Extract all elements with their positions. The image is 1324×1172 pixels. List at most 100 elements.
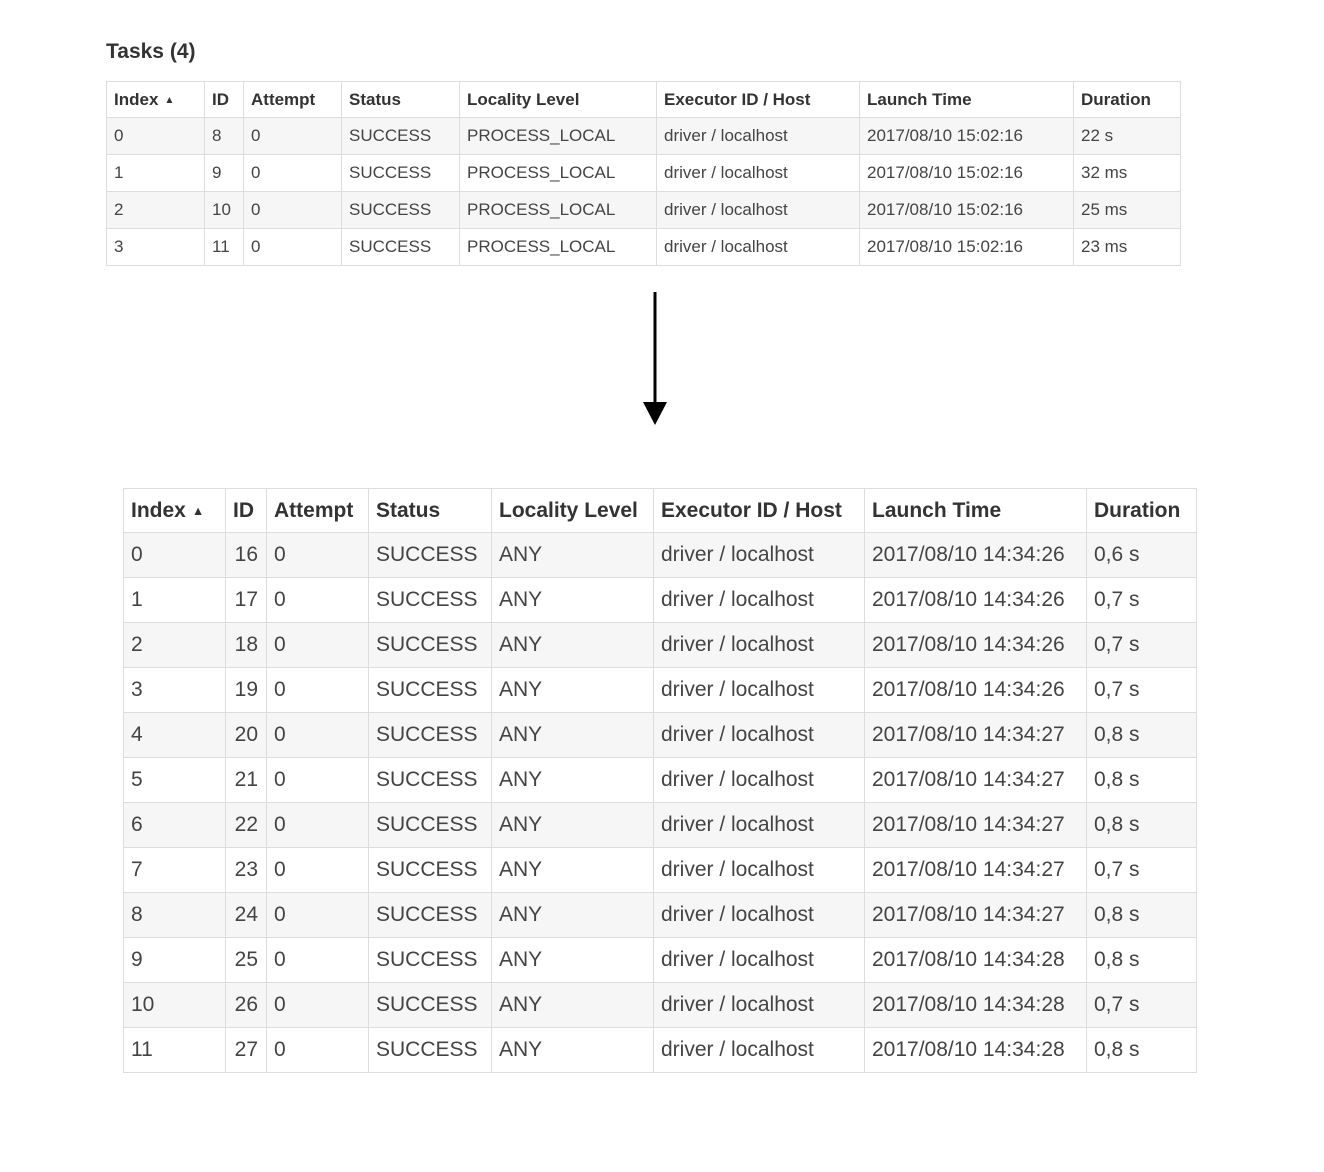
cell-attempt: 0 <box>243 154 342 192</box>
cell-launch-time: 2017/08/10 15:02:16 <box>859 191 1074 229</box>
cell-index: 2 <box>123 622 226 668</box>
cell-id: 18 <box>225 622 267 668</box>
cell-launch-time: 2017/08/10 14:34:26 <box>864 622 1087 668</box>
cell-executor-host: driver / localhost <box>653 847 865 893</box>
cell-index: 8 <box>123 892 226 938</box>
cell-launch-time: 2017/08/10 14:34:28 <box>864 982 1087 1028</box>
cell-id: 10 <box>204 191 244 229</box>
cell-executor-host: driver / localhost <box>653 712 865 758</box>
cell-executor-host: driver / localhost <box>656 154 860 192</box>
cell-duration: 0,8 s <box>1086 802 1197 848</box>
cell-executor-host: driver / localhost <box>656 117 860 155</box>
cell-duration: 0,8 s <box>1086 1027 1197 1073</box>
cell-duration: 0,8 s <box>1086 892 1197 938</box>
table-row: 2 18 0 SUCCESS ANY driver / localhost 2017/08/… <box>123 622 1197 668</box>
cell-status: SUCCESS <box>341 191 460 229</box>
cell-attempt: 0 <box>266 712 369 758</box>
cell-status: SUCCESS <box>341 154 460 192</box>
tasks-table-top: Index ▲ ID Attempt Status Locality Level … <box>106 81 1181 266</box>
cell-status: SUCCESS <box>368 577 492 623</box>
cell-attempt: 0 <box>266 847 369 893</box>
cell-launch-time: 2017/08/10 14:34:27 <box>864 757 1087 803</box>
cell-locality-level: ANY <box>491 892 654 938</box>
cell-locality-level: ANY <box>491 982 654 1028</box>
cell-status: SUCCESS <box>368 712 492 758</box>
column-header-executor-host[interactable]: Executor ID / Host <box>653 488 865 533</box>
cell-id: 17 <box>225 577 267 623</box>
column-header-locality-level[interactable]: Locality Level <box>459 81 657 118</box>
cell-status: SUCCESS <box>368 532 492 578</box>
cell-status: SUCCESS <box>368 847 492 893</box>
column-header-executor-host[interactable]: Executor ID / Host <box>656 81 860 118</box>
column-header-status[interactable]: Status <box>341 81 460 118</box>
cell-launch-time: 2017/08/10 14:34:28 <box>864 1027 1087 1073</box>
cell-id: 8 <box>204 117 244 155</box>
cell-index: 3 <box>123 667 226 713</box>
column-header-attempt[interactable]: Attempt <box>243 81 342 118</box>
cell-index: 10 <box>123 982 226 1028</box>
cell-status: SUCCESS <box>368 802 492 848</box>
cell-duration: 23 ms <box>1073 228 1181 266</box>
cell-executor-host: driver / localhost <box>653 1027 865 1073</box>
column-header-status[interactable]: Status <box>368 488 492 533</box>
cell-locality-level: ANY <box>491 802 654 848</box>
table-row: 8 24 0 SUCCESS ANY driver / localhost 2017/08/… <box>123 892 1197 938</box>
cell-duration: 0,7 s <box>1086 982 1197 1028</box>
cell-locality-level: ANY <box>491 757 654 803</box>
cell-duration: 32 ms <box>1073 154 1181 192</box>
column-header-id[interactable]: ID <box>225 488 267 533</box>
cell-index: 7 <box>123 847 226 893</box>
cell-locality-level: ANY <box>491 667 654 713</box>
cell-index: 6 <box>123 802 226 848</box>
cell-locality-level: ANY <box>491 1027 654 1073</box>
table-header-row: Index ▲ ID Attempt Status Locality Level … <box>106 81 1181 118</box>
cell-status: SUCCESS <box>341 117 460 155</box>
cell-launch-time: 2017/08/10 14:34:27 <box>864 892 1087 938</box>
table-row: 3 11 0 SUCCESS PROCESS_LOCAL driver / localho… <box>106 228 1181 266</box>
cell-status: SUCCESS <box>368 892 492 938</box>
cell-attempt: 0 <box>243 191 342 229</box>
cell-index: 9 <box>123 937 226 983</box>
table-row: 7 23 0 SUCCESS ANY driver / localhost 2017/08/… <box>123 847 1197 893</box>
cell-index: 11 <box>123 1027 226 1073</box>
sort-ascending-icon: ▲ <box>191 503 205 518</box>
cell-launch-time: 2017/08/10 15:02:16 <box>859 117 1074 155</box>
cell-status: SUCCESS <box>368 757 492 803</box>
column-header-locality-level[interactable]: Locality Level <box>491 488 654 533</box>
cell-launch-time: 2017/08/10 15:02:16 <box>859 154 1074 192</box>
cell-locality-level: ANY <box>491 577 654 623</box>
cell-index: 1 <box>106 154 205 192</box>
table-row: 3 19 0 SUCCESS ANY driver / localhost 2017/08/… <box>123 667 1197 713</box>
column-header-duration[interactable]: Duration <box>1073 81 1181 118</box>
cell-launch-time: 2017/08/10 14:34:28 <box>864 937 1087 983</box>
tasks-title: Tasks (4) <box>106 40 196 63</box>
cell-attempt: 0 <box>266 532 369 578</box>
cell-status: SUCCESS <box>368 667 492 713</box>
cell-locality-level: ANY <box>491 712 654 758</box>
cell-id: 19 <box>225 667 267 713</box>
cell-index: 0 <box>123 532 226 578</box>
cell-duration: 0,7 s <box>1086 847 1197 893</box>
cell-index: 3 <box>106 228 205 266</box>
column-header-duration[interactable]: Duration <box>1086 488 1197 533</box>
table-row: 2 10 0 SUCCESS PROCESS_LOCAL driver / localho… <box>106 191 1181 229</box>
column-header-index[interactable]: Index ▲ <box>123 488 226 533</box>
cell-executor-host: driver / localhost <box>653 577 865 623</box>
column-header-id[interactable]: ID <box>204 81 244 118</box>
cell-id: 11 <box>204 228 244 266</box>
cell-duration: 0,8 s <box>1086 757 1197 803</box>
column-header-attempt[interactable]: Attempt <box>266 488 369 533</box>
table-row: 0 8 0 SUCCESS PROCESS_LOCAL driver / localhos… <box>106 117 1181 155</box>
column-header-launch-time[interactable]: Launch Time <box>864 488 1087 533</box>
cell-duration: 0,7 s <box>1086 577 1197 623</box>
cell-attempt: 0 <box>266 982 369 1028</box>
table-row: 0 16 0 SUCCESS ANY driver / localhost 2017/08/… <box>123 532 1197 578</box>
cell-id: 20 <box>225 712 267 758</box>
column-header-launch-time[interactable]: Launch Time <box>859 81 1074 118</box>
cell-attempt: 0 <box>266 667 369 713</box>
cell-attempt: 0 <box>266 757 369 803</box>
cell-launch-time: 2017/08/10 14:34:26 <box>864 577 1087 623</box>
column-header-index[interactable]: Index ▲ <box>106 81 205 118</box>
sort-ascending-icon: ▲ <box>164 94 175 106</box>
cell-index: 0 <box>106 117 205 155</box>
